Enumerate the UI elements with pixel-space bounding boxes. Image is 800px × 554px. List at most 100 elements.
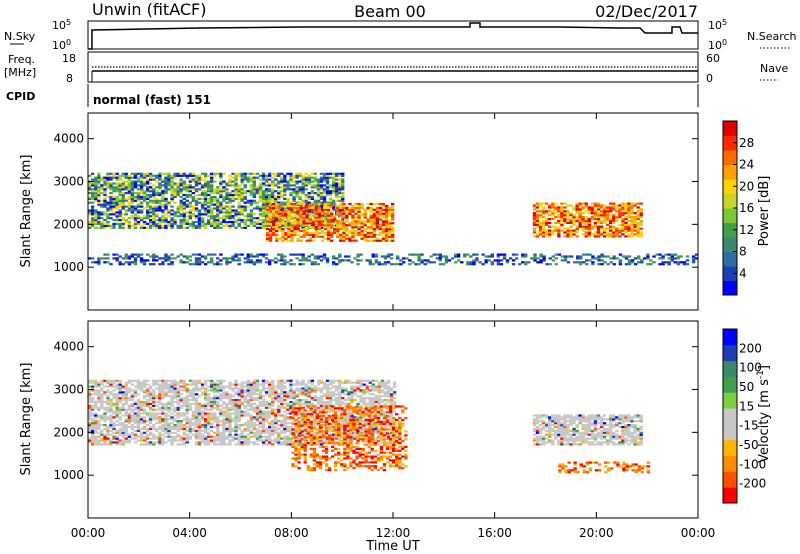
- velocity-echo-cell: [237, 387, 241, 390]
- velocity-echo-cell: [142, 383, 147, 386]
- power-echo-cell: [225, 224, 229, 227]
- power-echo-cell: [173, 192, 177, 195]
- velocity-echo-cell: [222, 410, 226, 413]
- velocity-echo-cell: [146, 387, 150, 390]
- power-echo-cell: [124, 255, 128, 258]
- power-echo-cell: [252, 192, 257, 195]
- velocity-echo-cell: [231, 398, 235, 402]
- power-echo-cell: [133, 222, 138, 225]
- velocity-echo-cell: [188, 398, 192, 402]
- power-echo-cell: [203, 195, 208, 199]
- velocity-echo-cell: [264, 418, 269, 421]
- power-echo-cell: [298, 174, 302, 177]
- power-echo-cell: [311, 235, 316, 238]
- velocity-echo-cell: [91, 387, 95, 390]
- power-echo-cell: [188, 203, 192, 206]
- power-echo-cell: [234, 178, 238, 181]
- power-echo-cell: [127, 180, 132, 183]
- power-echo-cell: [176, 192, 180, 195]
- power-echo-cell: [490, 253, 494, 256]
- power-echo-cell: [336, 222, 340, 225]
- power-echo-cell: [152, 219, 156, 222]
- power-echo-cell: [287, 212, 291, 215]
- power-echo-cell: [185, 255, 189, 258]
- power-echo-cell: [363, 208, 367, 211]
- power-echo-cell: [142, 261, 147, 264]
- velocity-echo-cell: [100, 433, 104, 436]
- velocity-echo-cell: [167, 418, 171, 421]
- power-echo-cell: [325, 201, 330, 204]
- power-echo-cell: [203, 197, 208, 200]
- velocity-echo-cell: [121, 406, 125, 409]
- velocity-echo-cell: [164, 406, 168, 409]
- power-echo-cell: [176, 255, 180, 258]
- power-colorbar-tick-label: 24: [739, 158, 754, 172]
- power-echo-cell: [213, 172, 217, 175]
- velocity-echo-cell: [277, 393, 281, 396]
- velocity-echo-cell: [182, 383, 186, 386]
- power-echo-cell: [219, 217, 223, 220]
- power-echo-cell: [335, 219, 339, 222]
- power-echo-cell: [627, 216, 631, 219]
- power-echo-cell: [170, 176, 174, 179]
- power-echo-cell: [609, 261, 613, 264]
- velocity-echo-cell: [194, 435, 199, 438]
- power-echo-cell: [345, 237, 349, 240]
- power-echo-cell: [578, 212, 582, 215]
- power-echo-cell: [326, 214, 331, 217]
- power-echo-cell: [185, 226, 189, 229]
- velocity-echo-cell: [133, 412, 138, 415]
- power-echo-cell: [636, 231, 640, 234]
- power-echo-cell: [380, 263, 385, 266]
- power-echo-cell: [213, 263, 217, 266]
- power-echo-cell: [121, 213, 125, 216]
- power-echo-cell: [323, 212, 328, 215]
- power-echo-cell: [296, 210, 300, 213]
- power-echo-cell: [332, 201, 336, 204]
- power-echo-cell: [94, 182, 98, 185]
- velocity-echo-cell: [88, 391, 92, 394]
- power-echo-cell: [213, 197, 217, 200]
- power-echo-cell: [167, 211, 171, 214]
- velocity-echo-cell: [91, 408, 95, 411]
- velocity-echo-cell: [222, 387, 226, 390]
- power-echo-cell: [271, 199, 275, 202]
- power-echo-cell: [133, 172, 138, 175]
- power-echo-cell: [94, 215, 98, 218]
- power-echo-cell: [100, 203, 104, 206]
- power-echo-cell: [185, 222, 189, 225]
- power-echo-cell: [286, 186, 290, 189]
- power-echo-cell: [185, 203, 189, 206]
- power-echo-cell: [618, 212, 622, 215]
- velocity-echo-cell: [115, 383, 119, 386]
- velocity-echo-cell: [271, 425, 275, 429]
- power-echo-cell: [332, 199, 336, 202]
- velocity-echo-cell: [109, 414, 113, 417]
- velocity-echo-cell: [188, 402, 192, 405]
- velocity-echo-cell: [91, 424, 95, 427]
- velocity-echo-cell: [170, 418, 174, 421]
- power-echo-cell: [200, 261, 205, 264]
- velocity-echo-cell: [164, 425, 168, 429]
- power-echo-cell: [283, 174, 287, 177]
- power-echo-cell: [188, 184, 192, 187]
- velocity-echo-cell: [252, 443, 257, 446]
- power-echo-cell: [225, 190, 229, 193]
- velocity-echo-cell: [112, 435, 116, 438]
- power-echo-cell: [200, 203, 205, 206]
- power-echo-cell: [91, 213, 95, 216]
- power-echo-cell: [130, 215, 134, 218]
- velocity-echo-cell: [289, 410, 293, 413]
- power-echo-cell: [304, 193, 308, 197]
- power-echo-cell: [258, 188, 263, 191]
- power-echo-cell: [354, 212, 358, 215]
- power-echo-cell: [466, 253, 470, 256]
- velocity-echo-cell: [127, 439, 132, 442]
- power-echo-cell: [109, 192, 113, 195]
- power-echo-cell: [296, 220, 300, 223]
- velocity-echo-cell: [203, 412, 208, 415]
- power-echo-cell: [103, 211, 107, 214]
- power-echo-cell: [203, 190, 208, 193]
- velocity-echo-cell: [155, 437, 159, 440]
- power-echo-cell: [139, 190, 144, 193]
